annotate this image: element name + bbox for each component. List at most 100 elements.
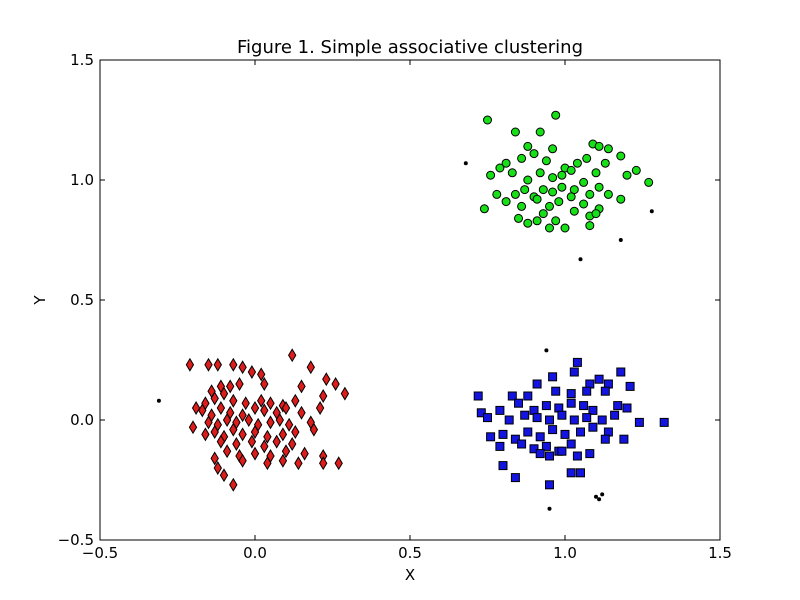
square-point: [545, 480, 554, 490]
circle-point: [501, 158, 511, 168]
diamond-point: [257, 367, 266, 382]
data-marks: [156, 110, 669, 511]
circle-point: [545, 223, 554, 233]
square-point: [616, 367, 626, 377]
square-point: [545, 415, 554, 425]
circle-point: [582, 153, 592, 163]
diamond-point: [275, 413, 284, 427]
y-tick-label: 0.5: [70, 291, 94, 309]
diamond-point: [266, 415, 275, 430]
circle-point: [548, 187, 558, 197]
diamond-point: [263, 456, 272, 471]
square-point: [600, 434, 610, 444]
diamond-point: [204, 357, 213, 372]
square-point: [566, 398, 576, 408]
square-point: [560, 429, 570, 439]
diamond-point: [278, 427, 288, 442]
circle-point: [554, 197, 564, 207]
square-point: [588, 405, 598, 415]
square-point: [551, 386, 561, 396]
diamond-point: [300, 446, 309, 461]
square-point: [545, 451, 554, 461]
outlier-point: [578, 257, 583, 262]
circle-point: [594, 182, 604, 192]
diamond-point: [229, 393, 238, 408]
axis-ticks: −0.5 0.0 0.5 1.0 1.5 −0.5 0.0 0.5 1.0 1.5: [58, 51, 732, 562]
square-point: [504, 415, 514, 425]
diamond-point: [257, 393, 266, 408]
x-tick-label: 0.5: [398, 544, 422, 562]
diamond-point: [229, 422, 238, 437]
circle-point: [572, 158, 582, 168]
diamond-point: [260, 377, 269, 391]
square-point: [576, 427, 585, 437]
circle-point: [548, 144, 558, 154]
outlier-point: [597, 497, 602, 502]
square-point: [582, 386, 592, 396]
square-point: [483, 413, 492, 423]
diamond-point: [291, 393, 300, 408]
square-point: [569, 415, 579, 425]
diamond-point: [288, 437, 297, 451]
square-point: [473, 391, 483, 401]
diamond-point: [210, 451, 219, 466]
square-point: [498, 461, 508, 471]
diamond-point: [185, 357, 195, 372]
circle-point: [517, 153, 527, 163]
diamond-point: [229, 477, 238, 492]
square-point: [557, 446, 567, 456]
square-point: [510, 434, 520, 444]
diamond-point: [210, 391, 219, 406]
circle-point: [517, 201, 527, 211]
square-point: [507, 391, 517, 401]
diamond-point: [260, 403, 269, 418]
circle-point: [566, 165, 576, 175]
circle-point: [483, 115, 492, 125]
diamond-point: [188, 420, 198, 435]
square-point: [619, 434, 629, 444]
diamond-point: [238, 360, 247, 375]
circle-point: [600, 158, 610, 168]
x-tick-label: 1.0: [553, 544, 577, 562]
diamond-point: [291, 425, 300, 439]
circle-point: [569, 206, 579, 216]
diamond-point: [250, 446, 260, 461]
square-point: [495, 405, 505, 415]
circle-point: [557, 182, 567, 192]
square-point: [610, 410, 620, 420]
outlier-point: [547, 506, 552, 511]
circle-point: [507, 168, 517, 178]
circle-point: [486, 170, 496, 180]
square-point: [514, 398, 523, 408]
circle-point: [644, 177, 654, 187]
circle-point: [523, 218, 533, 228]
diamond-point: [278, 453, 288, 468]
circle-point: [551, 216, 561, 226]
square-point: [566, 389, 576, 399]
square-point: [579, 401, 589, 411]
square-point: [622, 403, 632, 413]
diamond-point: [297, 379, 306, 394]
square-point: [523, 427, 533, 437]
diamond-point: [281, 444, 291, 459]
diamond-point: [322, 372, 331, 387]
circle-point: [520, 185, 530, 195]
circle-point: [591, 209, 601, 219]
circle-point: [594, 141, 604, 151]
circle-point: [514, 213, 523, 223]
y-axis-label: Y: [31, 295, 49, 306]
diamond-point: [340, 386, 350, 401]
circle-point: [616, 151, 626, 161]
square-point: [572, 357, 582, 367]
outlier-point: [594, 494, 598, 499]
x-tick-label: −0.5: [82, 544, 118, 562]
diamond-point: [260, 439, 269, 454]
diamond-point: [263, 429, 272, 444]
y-tick-label: 1.5: [70, 51, 94, 69]
circle-point: [631, 165, 641, 175]
circle-point: [535, 168, 545, 178]
outlier-point: [618, 238, 623, 242]
